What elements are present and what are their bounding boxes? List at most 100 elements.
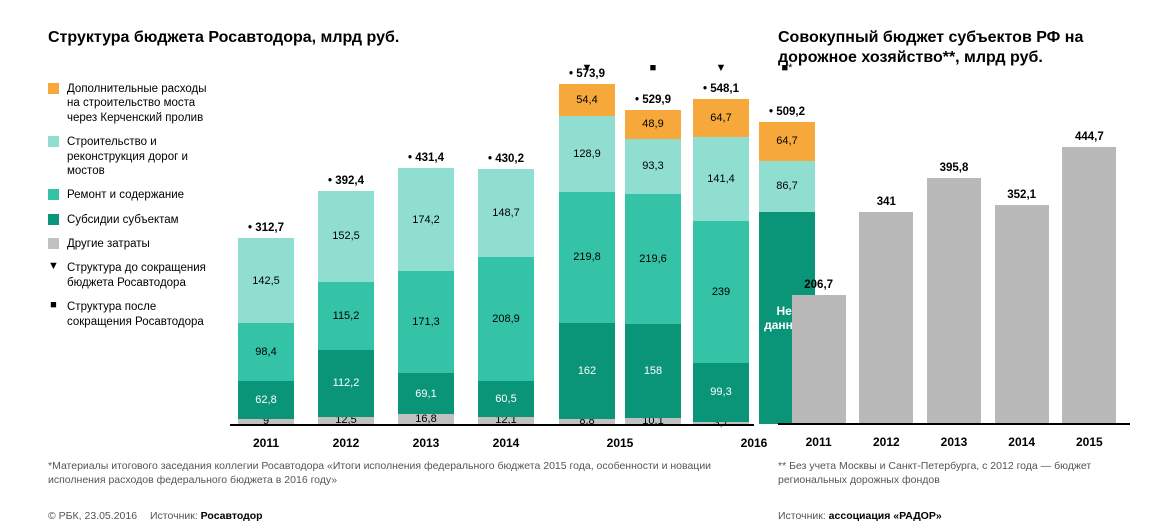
chart2-bar-value: 444,7 (1075, 131, 1104, 143)
chart1-year-label: 2011 (253, 436, 279, 450)
chart2-year-label: 2012 (873, 435, 900, 449)
chart2-bar-value: 206,7 (804, 279, 833, 291)
bar-segment-other: 9 (238, 419, 294, 424)
bar-total-label: • 392,4 (328, 175, 364, 187)
legend-row: Строительство и реконструкция дорог и мо… (48, 135, 220, 178)
chart1-year-label: 2016 (741, 436, 768, 450)
bar-segment-other: 10,1 (625, 418, 681, 424)
legend-label: Другие затраты (67, 237, 220, 251)
stacked-bar: 3,799,3239141,464,7• 548,1 (693, 99, 749, 424)
bar-total-label: • 431,4 (408, 152, 444, 164)
chart2-bar-value: 395,8 (940, 162, 969, 174)
bar-segment-subs: 112,2 (318, 350, 374, 417)
bar-segment-constr: 174,2 (398, 168, 454, 271)
bar-total-label: • 430,2 (488, 153, 524, 165)
stacked-bar: 12,160,5208,9148,7• 430,2 (478, 169, 534, 424)
legend-swatch (48, 238, 59, 249)
legend-row: Ремонт и содержание (48, 188, 220, 202)
chart2-bar: 206,7 (792, 295, 846, 423)
bar-segment-other: 16,8 (398, 414, 454, 424)
bar-segment-constr: 148,7 (478, 169, 534, 257)
bar-segment-constr: 93,3 (625, 139, 681, 194)
legend-marker: ▼ (48, 261, 59, 272)
chart2-year-label: 2014 (1008, 435, 1035, 449)
chart2-bar: 341 (859, 212, 913, 423)
chart2-year-label: 2015 (1076, 435, 1103, 449)
bar-segment-subs: 99,3 (693, 363, 749, 422)
bar-segment-other: 8,8 (559, 419, 615, 424)
legend-swatch (48, 214, 59, 225)
chart1-year-label: 2012 (333, 436, 360, 450)
legend-swatch (48, 83, 59, 94)
bar-segment-maint: 219,8 (559, 192, 615, 322)
chart2-bar: 352,1 (995, 205, 1049, 423)
legend-label: Субсидии субъектам (67, 213, 220, 227)
legend-row: ▼Структура до сокращения бюджета Росавто… (48, 261, 220, 290)
bar-segment-subs: 158 (625, 324, 681, 418)
chart2-bar-value: 352,1 (1007, 189, 1036, 201)
structure-marker: ■* (782, 62, 793, 74)
chart2-year-label: 2013 (941, 435, 968, 449)
bar-segment-constr: 142,5 (238, 238, 294, 323)
legend-row: Другие затраты (48, 237, 220, 251)
legend-swatch (48, 136, 59, 147)
bar-segment-maint: 98,4 (238, 323, 294, 381)
legend-label: Дополнительные расходы на строительство … (67, 82, 220, 125)
bar-segment-maint: 171,3 (398, 271, 454, 373)
footnote-left: *Материалы итогового заседания коллегии … (48, 460, 738, 487)
legend-row: Субсидии субъектам (48, 213, 220, 227)
legend-label: Ремонт и содержание (67, 188, 220, 202)
bar-segment-other: 3,7 (693, 422, 749, 424)
chart1-year-label: 2015 (607, 436, 634, 450)
chart1-baseline (230, 424, 754, 426)
chart2-year-label: 2011 (806, 435, 832, 449)
bar-segment-kerch: 64,7 (693, 99, 749, 137)
source-left: Источник: Росавтодор (150, 510, 263, 522)
chart2-bar: 395,8 (927, 178, 981, 423)
chart2-title: Совокупный бюджет субъектов РФ на дорожн… (778, 28, 1138, 68)
legend-swatch (48, 189, 59, 200)
bar-segment-constr: 152,5 (318, 191, 374, 281)
bar-segment-subs: 69,1 (398, 373, 454, 414)
bar-segment-constr: 141,4 (693, 137, 749, 221)
stacked-bar: 962,898,4142,5• 312,7 (238, 238, 294, 424)
legend-row: Дополнительные расходы на строительство … (48, 82, 220, 125)
footnote-right: ** Без учета Москвы и Санкт-Петербурга, … (778, 460, 1128, 487)
bar-total-label: • 548,1 (703, 83, 739, 95)
chart2-bar-value: 341 (877, 196, 896, 208)
bar-segment-other: 12,1 (478, 417, 534, 424)
bar-total-label: • 312,7 (248, 222, 284, 234)
bar-segment-other: 12,5 (318, 417, 374, 424)
bar-segment-maint: 239 (693, 221, 749, 363)
stacked-bar: 8,8162219,8128,954,4• 573,9 (559, 84, 615, 425)
bar-segment-constr: 128,9 (559, 116, 615, 192)
bar-segment-subs: 62,8 (238, 381, 294, 418)
legend-label: Структура после сокращения Росавтодора (67, 300, 220, 329)
bar-segment-maint: 208,9 (478, 257, 534, 381)
chart2-baseline (778, 423, 1130, 425)
bar-segment-kerch: 48,9 (625, 110, 681, 139)
chart2-bars: 206,7 2011 341 2012 395,8 2013 352,1 2014 444,7 2… (778, 115, 1130, 455)
bar-segment-subs: 60,5 (478, 381, 534, 417)
legend-row: ■ Структура после сокращения Росавтодора (48, 300, 220, 329)
structure-marker: ▼ (716, 62, 727, 74)
bar-total-label: • 529,9 (635, 94, 671, 106)
bar-segment-kerch: 54,4 (559, 84, 615, 116)
chart1-year-label: 2013 (413, 436, 440, 450)
source-right: Источник: ассоциация «РАДОР» (778, 510, 942, 522)
legend-label: Строительство и реконструкция дорог и мо… (67, 135, 220, 178)
legend-marker: ■ (48, 300, 59, 311)
copyright: © РБК, 23.05.2016 (48, 510, 137, 522)
bar-total-label: • 573,9 (569, 68, 605, 80)
stacked-bar: 12,5112,2115,2152,5• 392,4 (318, 191, 374, 424)
chart1-stacked: 2011962,898,4142,5• 312,7201212,5112,211… (230, 68, 754, 456)
chart1-title: Структура бюджета Росавтодора, млрд руб. (48, 28, 448, 48)
stacked-bar: 10,1158219,693,348,9• 529,9 (625, 110, 681, 424)
chart1-year-label: 2014 (493, 436, 520, 450)
stacked-bar: 16,869,1171,3174,2• 431,4 (398, 168, 454, 424)
chart2-bar: 444,7 (1062, 147, 1116, 423)
structure-marker: ■ (650, 62, 657, 74)
bar-segment-subs: 162 (559, 323, 615, 419)
bar-segment-maint: 219,6 (625, 194, 681, 324)
legend: Дополнительные расходы на строительство … (48, 82, 220, 339)
